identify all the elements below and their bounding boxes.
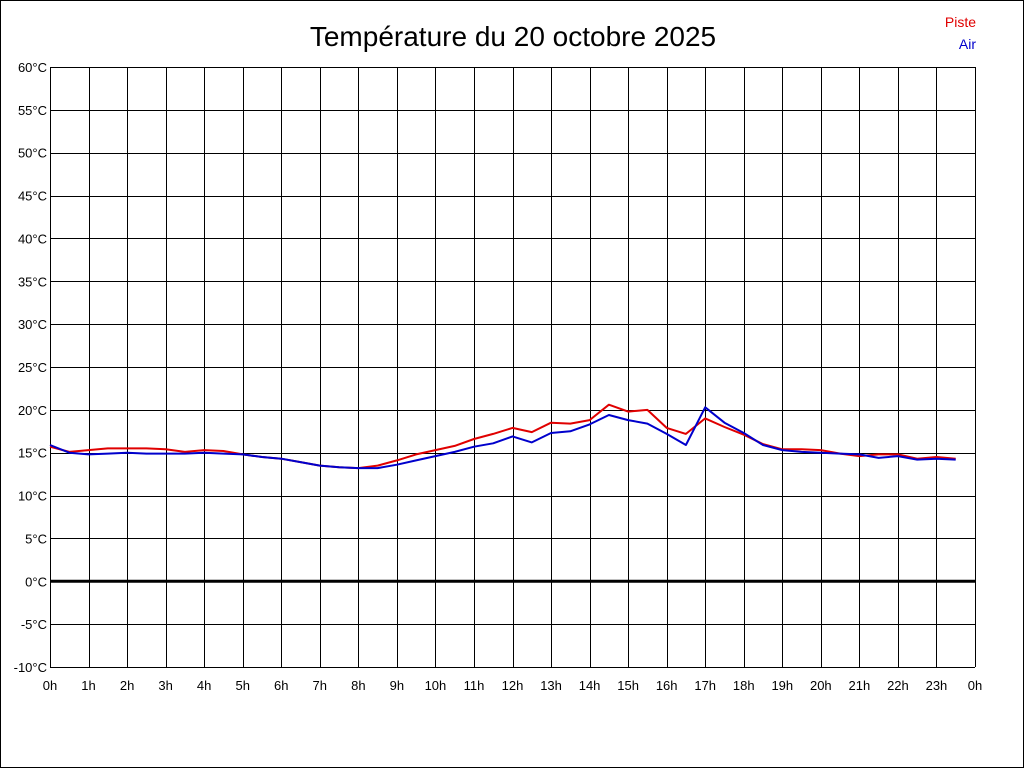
x-tick-label: 3h xyxy=(158,678,172,693)
legend-entry-piste: Piste xyxy=(945,14,976,30)
grid xyxy=(50,67,976,668)
y-tick-label: -10°C xyxy=(14,660,47,675)
chart-title: Température du 20 octobre 2025 xyxy=(310,21,716,52)
legend: Piste Air xyxy=(945,14,976,52)
y-tick-label: 35°C xyxy=(18,274,47,289)
x-tick-label: 21h xyxy=(849,678,871,693)
y-tick-label: 55°C xyxy=(18,103,47,118)
x-tick-label: 18h xyxy=(733,678,755,693)
x-tick-label: 15h xyxy=(617,678,639,693)
x-tick-label: 13h xyxy=(540,678,562,693)
y-tick-label: 0°C xyxy=(25,574,47,589)
x-tick-label: 17h xyxy=(694,678,716,693)
x-tick-label: 1h xyxy=(81,678,95,693)
x-tick-label: 11h xyxy=(464,678,485,693)
x-tick-label: 0h xyxy=(968,678,982,693)
x-tick-label: 20h xyxy=(810,678,832,693)
y-axis-ticks: 60°C 55°C 50°C 45°C 40°C 35°C 30°C 25°C 20°C 15°C… xyxy=(14,60,47,675)
y-tick-label: 20°C xyxy=(18,403,47,418)
x-tick-label: 7h xyxy=(313,678,327,693)
y-tick-label: 50°C xyxy=(18,146,47,161)
x-tick-label: 10h xyxy=(425,678,447,693)
x-tick-label: 14h xyxy=(579,678,601,693)
x-tick-label: 12h xyxy=(502,678,524,693)
x-tick-label: 19h xyxy=(771,678,793,693)
y-tick-label: 5°C xyxy=(25,531,47,546)
y-tick-label: 45°C xyxy=(18,189,47,204)
x-tick-label: 6h xyxy=(274,678,288,693)
x-tick-label: 16h xyxy=(656,678,678,693)
series-lines xyxy=(49,403,956,470)
x-tick-label: 2h xyxy=(120,678,134,693)
x-tick-label: 8h xyxy=(351,678,365,693)
series-line-piste xyxy=(49,403,956,470)
y-tick-label: 60°C xyxy=(18,60,47,75)
y-tick-label: 30°C xyxy=(18,317,47,332)
y-tick-label: 15°C xyxy=(18,446,47,461)
x-tick-label: 23h xyxy=(926,678,948,693)
legend-entry-air: Air xyxy=(959,36,976,52)
x-tick-label: 4h xyxy=(197,678,211,693)
x-tick-label: 9h xyxy=(390,678,404,693)
y-tick-label: -5°C xyxy=(21,617,47,632)
y-tick-label: 25°C xyxy=(18,360,47,375)
x-axis-ticks: 0h 1h 2h 3h 4h 5h 6h 7h 8h 9h 10h 11h 12h 13h 14h 15h 16… xyxy=(43,678,982,693)
x-tick-label: 22h xyxy=(887,678,909,693)
series-line-air xyxy=(49,406,956,470)
y-tick-label: 40°C xyxy=(18,231,47,246)
x-tick-label: 5h xyxy=(235,678,249,693)
y-tick-label: 10°C xyxy=(18,489,47,504)
x-tick-label: 0h xyxy=(43,678,57,693)
